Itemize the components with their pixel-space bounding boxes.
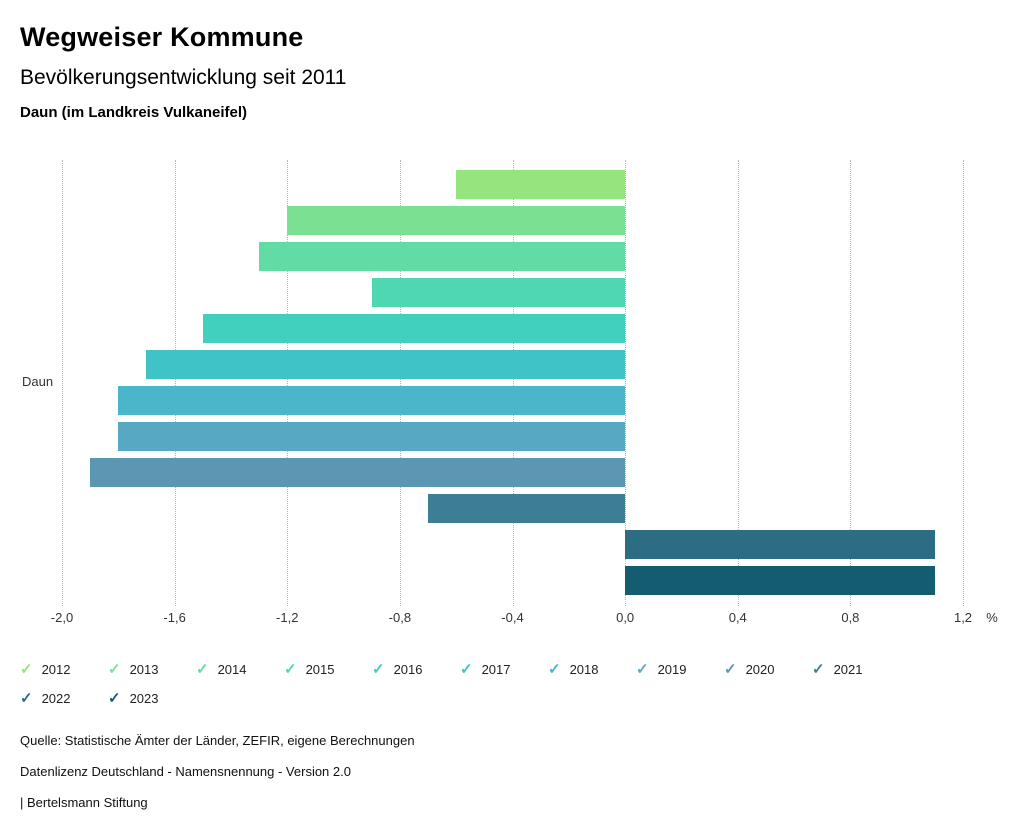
chart-subtitle: Bevölkerungsentwicklung seit 2011: [20, 66, 347, 89]
legend-item-2013[interactable]: ✓ 2013: [108, 662, 196, 677]
check-icon: ✓: [20, 661, 33, 678]
x-tick-label: -1,2: [276, 610, 299, 625]
legend-year-label: 2016: [393, 662, 423, 677]
check-icon: ✓: [196, 661, 209, 678]
x-tick-label: 0,8: [841, 610, 860, 625]
x-tick-label: 0,0: [616, 610, 635, 625]
legend-year-label: 2023: [129, 691, 159, 706]
bar-2023[interactable]: [625, 566, 935, 595]
license-note: Datenlizenz Deutschland - Namensnennung …: [20, 764, 351, 779]
legend-year-label: 2017: [481, 662, 511, 677]
x-tick-label: -1,6: [163, 610, 186, 625]
legend-year-label: 2019: [657, 662, 687, 677]
legend-year-label: 2021: [833, 662, 863, 677]
x-tick-label: 0,4: [728, 610, 747, 625]
check-icon: ✓: [20, 690, 33, 707]
bar-chart-plot-area: [62, 160, 964, 606]
check-icon: ✓: [460, 661, 473, 678]
check-icon: ✓: [812, 661, 825, 678]
check-icon: ✓: [636, 661, 649, 678]
check-icon: ✓: [284, 661, 297, 678]
bar-2016[interactable]: [202, 314, 626, 343]
legend-item-2019[interactable]: ✓ 2019: [636, 662, 724, 677]
legend-year-label: 2013: [129, 662, 159, 677]
legend-year-label: 2020: [745, 662, 775, 677]
gridline: [287, 160, 289, 606]
check-icon: ✓: [372, 661, 385, 678]
legend-item-2023[interactable]: ✓ 2023: [108, 691, 196, 706]
gridline: [737, 160, 739, 606]
check-icon: ✓: [724, 661, 737, 678]
bar-2019[interactable]: [118, 422, 626, 451]
bar-2021[interactable]: [428, 494, 626, 523]
chart-legend: ✓ 2012 ✓ 2013 ✓ 2014 ✓ 2015 ✓ 2016 ✓ 2017 ✓ 2018 ✓ 2019…: [20, 662, 920, 706]
bar-2014[interactable]: [259, 242, 626, 271]
legend-item-2012[interactable]: ✓ 2012: [20, 662, 108, 677]
x-tick-label: -0,8: [388, 610, 412, 625]
legend-item-2017[interactable]: ✓ 2017: [460, 662, 548, 677]
check-icon: ✓: [108, 661, 121, 678]
gridline: [625, 160, 627, 606]
x-axis-unit-label: %: [986, 610, 998, 625]
check-icon: ✓: [108, 690, 121, 707]
page-title: Wegweiser Kommune: [20, 22, 304, 52]
bar-2020[interactable]: [90, 458, 626, 487]
legend-item-2022[interactable]: ✓ 2022: [20, 691, 108, 706]
gridline: [850, 160, 852, 606]
legend-item-2021[interactable]: ✓ 2021: [812, 662, 900, 677]
attribution-note: | Bertelsmann Stiftung: [20, 795, 148, 810]
legend-item-2015[interactable]: ✓ 2015: [284, 662, 372, 677]
gridline: [62, 160, 63, 606]
bar-2013[interactable]: [287, 206, 626, 235]
bar-2017[interactable]: [146, 350, 626, 379]
region-title: Daun (im Landkreis Vulkaneifel): [20, 104, 247, 121]
x-tick-label: -0,4: [501, 610, 524, 625]
legend-year-label: 2022: [41, 691, 71, 706]
source-note: Quelle: Statistische Ämter der Länder, Z…: [20, 733, 415, 748]
bar-2018[interactable]: [118, 386, 626, 415]
bar-2015[interactable]: [371, 278, 626, 307]
legend-item-2014[interactable]: ✓ 2014: [196, 662, 284, 677]
gridline: [174, 160, 176, 606]
legend-year-label: 2015: [305, 662, 335, 677]
x-tick-label: 1,2: [953, 610, 973, 625]
check-icon: ✓: [548, 661, 561, 678]
legend-item-2018[interactable]: ✓ 2018: [548, 662, 636, 677]
x-tick-label: -2,0: [50, 610, 74, 625]
gridline: [963, 160, 964, 606]
bar-2022[interactable]: [625, 530, 935, 559]
legend-year-label: 2014: [217, 662, 247, 677]
bar-2012[interactable]: [456, 170, 626, 199]
gridline: [512, 160, 514, 606]
y-axis-category-label: Daun: [22, 374, 54, 389]
legend-item-2020[interactable]: ✓ 2020: [724, 662, 812, 677]
gridline: [399, 160, 401, 606]
legend-item-2016[interactable]: ✓ 2016: [372, 662, 460, 677]
legend-year-label: 2012: [41, 662, 71, 677]
legend-year-label: 2018: [569, 662, 599, 677]
